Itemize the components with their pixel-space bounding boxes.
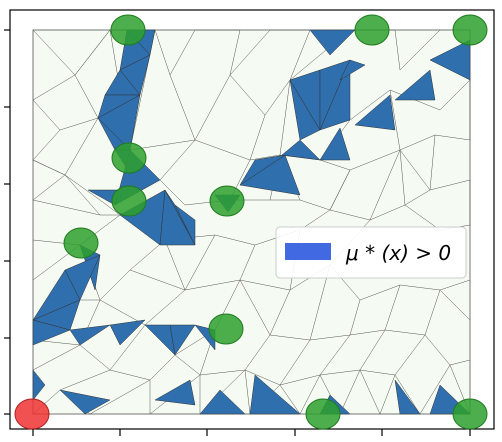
mesh-domain (32, 29, 471, 415)
legend: μ * (x) > 0 (275, 226, 467, 279)
green-marker (452, 398, 488, 430)
green-marker (111, 185, 147, 217)
legend-box (275, 226, 467, 279)
green-marker (305, 398, 341, 430)
green-marker (208, 313, 244, 345)
green-marker (110, 14, 146, 46)
legend-swatch (285, 243, 331, 260)
red-marker (14, 398, 50, 430)
y-ticks (4, 29, 10, 415)
green-marker (63, 227, 99, 259)
x-ticks (32, 429, 471, 436)
green-marker (111, 142, 147, 174)
green-markers (63, 14, 488, 430)
green-marker (209, 185, 245, 217)
legend-label: μ * (x) > 0 (345, 241, 451, 265)
green-marker (354, 14, 390, 46)
green-marker (452, 14, 488, 46)
